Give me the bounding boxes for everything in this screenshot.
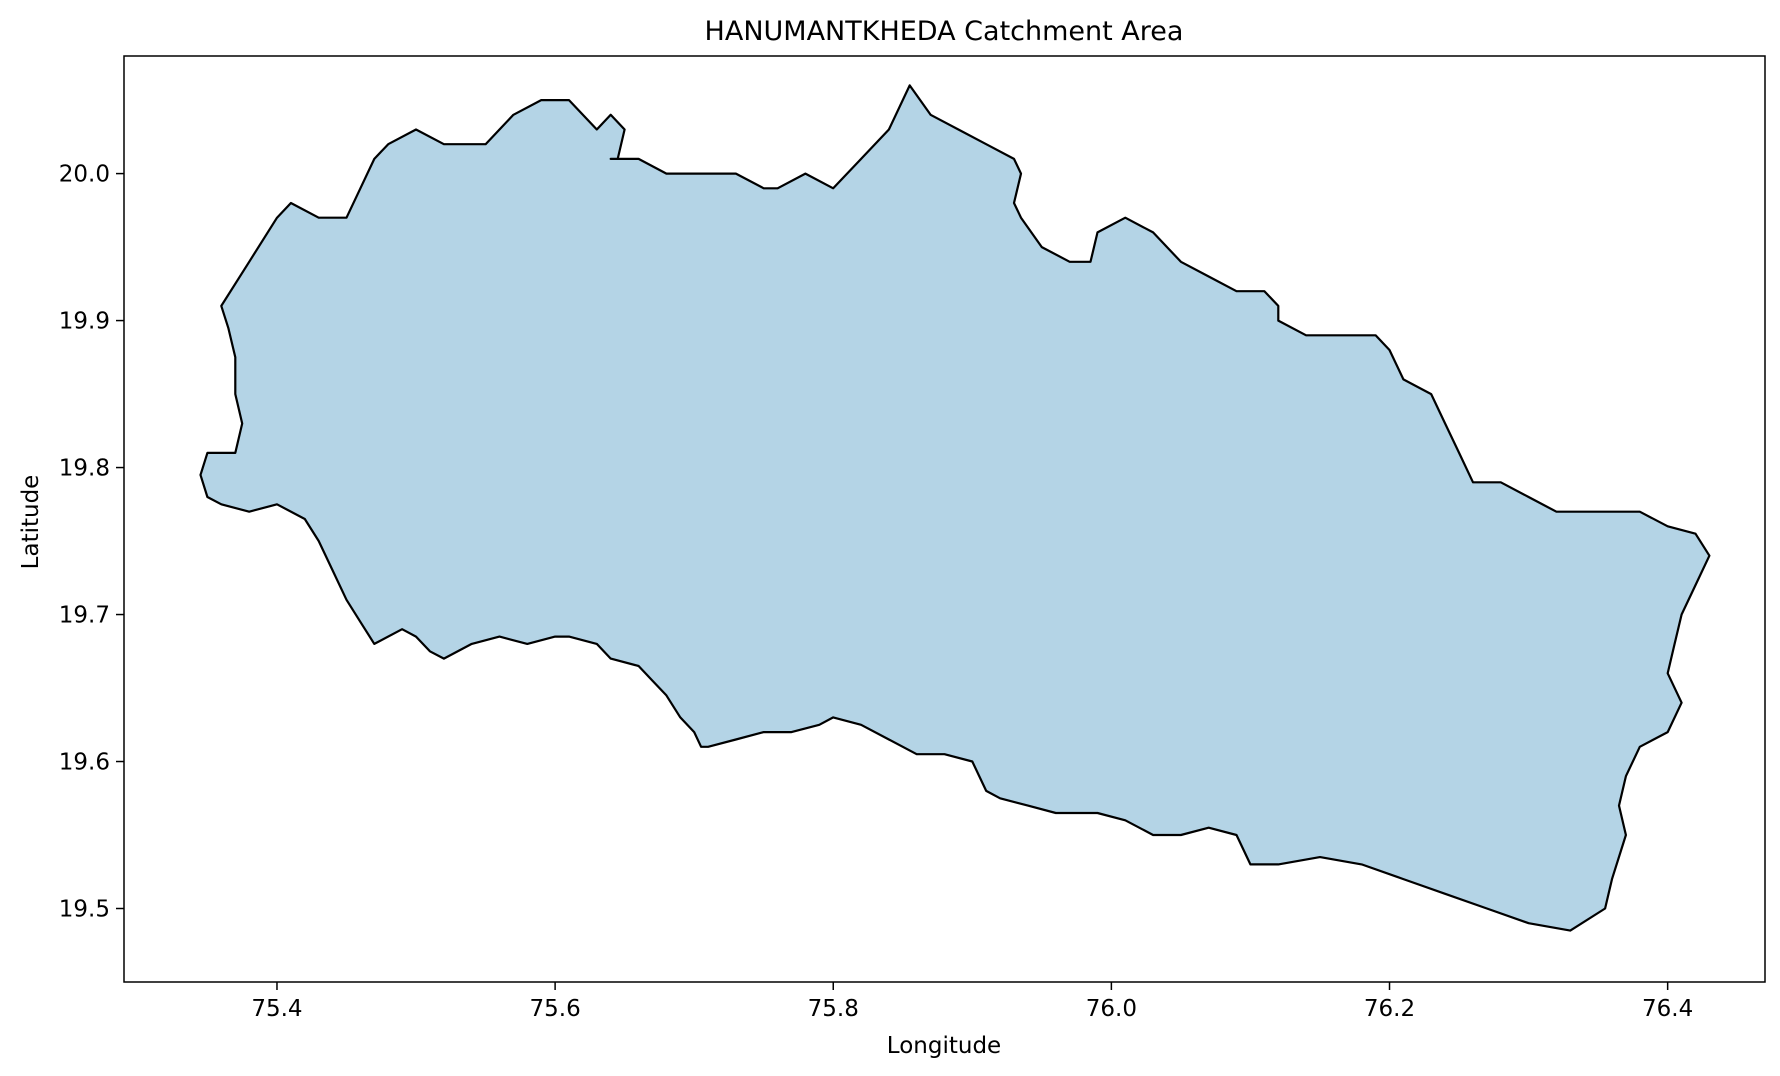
x-tick-label: 76.0 — [1086, 996, 1137, 1022]
y-tick-label: 19.9 — [59, 309, 110, 335]
catchment-boundary-polygon — [199, 84, 1711, 932]
x-tick-label: 76.2 — [1364, 996, 1415, 1022]
x-axis: 75.4 75.6 75.8 76.0 76.2 76.4 — [251, 982, 1693, 1022]
y-axis-label: Latitude — [18, 475, 44, 570]
chart-title: HANUMANTKHEDA Catchment Area — [705, 16, 1184, 47]
y-tick-label: 19.7 — [59, 603, 110, 629]
x-tick-label: 76.4 — [1642, 996, 1693, 1022]
x-tick-label: 75.8 — [808, 996, 859, 1022]
y-tick-label: 19.8 — [59, 456, 110, 482]
x-tick-label: 75.6 — [530, 996, 581, 1022]
y-tick-label: 19.6 — [59, 750, 110, 776]
x-axis-label: Longitude — [887, 1033, 1001, 1059]
y-tick-label: 19.5 — [59, 897, 110, 923]
y-axis: 19.5 19.6 19.7 19.8 19.9 20.0 — [59, 162, 124, 923]
catchment-polygon-group — [199, 84, 1711, 932]
plot-frame — [123, 55, 1766, 983]
y-tick-label: 20.0 — [59, 162, 110, 188]
x-tick-label: 75.4 — [251, 996, 302, 1022]
